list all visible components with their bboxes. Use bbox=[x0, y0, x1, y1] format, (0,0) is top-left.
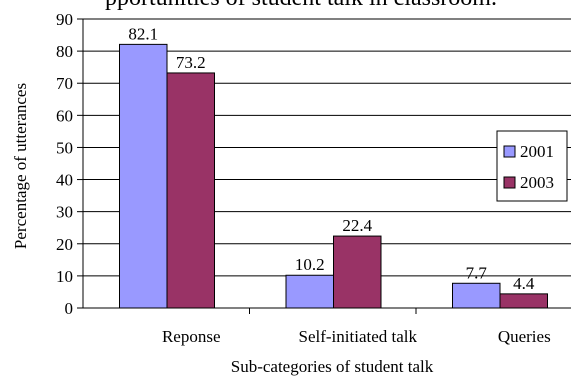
data-label-2001-3: 7.7 bbox=[466, 263, 488, 282]
bar-2003-3 bbox=[499, 293, 548, 309]
x-tick-label-2: Self-initiated talk bbox=[299, 327, 418, 346]
y-tick-label-40: 40 bbox=[56, 171, 73, 190]
data-label-2001-1: 82.1 bbox=[128, 24, 158, 43]
legend-swatch-2003 bbox=[503, 176, 516, 189]
x-axis-ticks: Reponse Self-initiated talk Queries bbox=[162, 308, 551, 346]
bar-2001-3 bbox=[452, 282, 501, 309]
axes bbox=[82, 19, 571, 309]
legend-box bbox=[496, 130, 568, 202]
y-axis-ticks: 0 10 20 30 40 50 60 70 80 90 bbox=[56, 10, 83, 318]
y-tick-label-0: 0 bbox=[65, 299, 74, 318]
y-tick-label-80: 80 bbox=[56, 42, 73, 61]
y-tick-label-50: 50 bbox=[56, 138, 73, 157]
bar-2003-1 bbox=[166, 72, 215, 309]
y-axis-label: Percentage of utterances bbox=[11, 83, 30, 249]
y-tick-label-70: 70 bbox=[56, 74, 73, 93]
x-axis-label: Sub-categories of student talk bbox=[231, 357, 434, 376]
bar-2001-1 bbox=[119, 43, 168, 309]
x-tick-label-1: Reponse bbox=[162, 327, 221, 346]
y-tick-label-90: 90 bbox=[56, 10, 73, 29]
y-tick-label-10: 10 bbox=[56, 267, 73, 286]
legend-label-2003: 2003 bbox=[520, 173, 554, 192]
bars bbox=[119, 43, 548, 309]
legend-label-2001: 2001 bbox=[520, 142, 554, 161]
caption-fragment-strip: pportunities of student talk in classroo… bbox=[0, 0, 571, 12]
y-tick-label-60: 60 bbox=[56, 106, 73, 125]
data-labels: 82.1 73.2 10.2 22.4 7.7 4.4 bbox=[128, 24, 535, 293]
legend: 2001 2003 bbox=[496, 130, 568, 202]
x-tick-label-3: Queries bbox=[498, 327, 551, 346]
y-tick-label-20: 20 bbox=[56, 235, 73, 254]
caption-fragment: pportunities of student talk in classroo… bbox=[105, 0, 497, 12]
bar-2001-2 bbox=[285, 274, 334, 309]
legend-swatch-2001 bbox=[503, 145, 516, 158]
data-label-2003-1: 73.2 bbox=[176, 53, 206, 72]
bar-2003-2 bbox=[333, 235, 382, 309]
y-tick-label-30: 30 bbox=[56, 203, 73, 222]
data-label-2003-2: 22.4 bbox=[342, 216, 372, 235]
data-label-2003-3: 4.4 bbox=[513, 274, 535, 293]
data-label-2001-2: 10.2 bbox=[295, 255, 325, 274]
